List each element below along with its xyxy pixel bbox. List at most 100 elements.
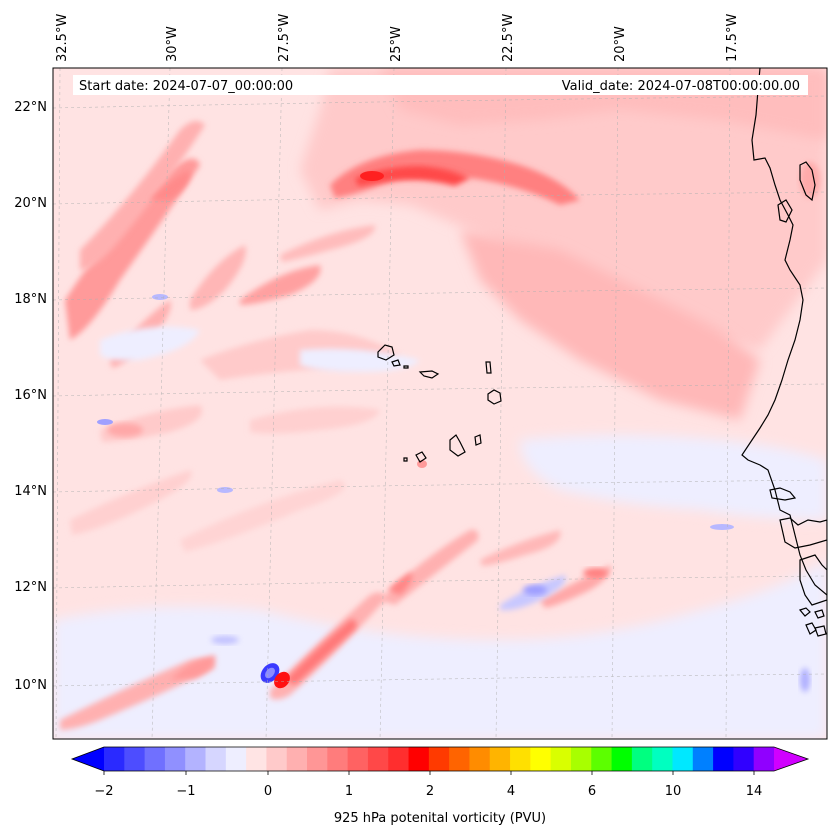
pv-small-blue-4	[710, 524, 734, 530]
island-santo-antao	[377, 344, 395, 361]
colorbar-segment	[408, 747, 430, 771]
pv-streak-s6	[388, 572, 413, 595]
lat-label: 14°N	[14, 484, 47, 499]
colorbar-segment	[347, 747, 369, 771]
colorbar-tick-label: 0	[264, 784, 272, 799]
colorbar-tick-label: −1	[176, 784, 195, 799]
pv-band-north	[300, 68, 827, 350]
island-santiago	[449, 434, 466, 457]
pv-small-blue-5	[217, 487, 233, 493]
colorbar-extend-low	[72, 747, 104, 771]
colorbar-segment	[367, 747, 389, 771]
colorbar-tick-label: 10	[665, 784, 682, 799]
coastline-guinea	[799, 554, 827, 606]
island-santa-luzia	[403, 365, 409, 369]
colorbar-segment	[205, 747, 227, 771]
lat-label: 22°N	[14, 100, 47, 115]
colorbar-segment	[631, 747, 653, 771]
pv-negative-south	[53, 560, 827, 739]
colorbar-segment	[713, 747, 734, 771]
pv-central-6	[180, 480, 345, 552]
pv-small-blue-3	[800, 668, 810, 692]
island-brava	[403, 457, 408, 462]
colorbar	[70, 746, 810, 775]
island-fogo	[415, 451, 427, 463]
colorbar-tick-label: 1	[345, 784, 353, 799]
pv-streak-nw2	[80, 121, 205, 270]
colorbar-segment	[144, 747, 166, 771]
colorbar-segment	[591, 747, 613, 771]
gridlines	[53, 68, 827, 739]
colorbar-segment	[164, 747, 186, 771]
colorbar-segment	[124, 747, 146, 771]
colorbar-segment	[104, 747, 125, 771]
colorbar-ticks: −2 −1 0 1 2 4 6 10 14	[94, 784, 762, 799]
pv-streak-nw1	[65, 158, 200, 340]
colorbar-segment	[489, 747, 511, 771]
colorbar-segment	[753, 747, 775, 771]
pv-streak-nw4	[240, 265, 321, 305]
colorbar-segment	[672, 747, 694, 771]
island-sal	[485, 361, 492, 374]
colorbar-tick-label: 14	[746, 784, 763, 799]
pv-small-red-1	[800, 162, 820, 198]
colorbar-segment	[185, 747, 207, 771]
lat-label: 16°N	[14, 388, 47, 403]
coastline-guinea-bissau	[779, 517, 827, 549]
colorbar-segment	[225, 747, 247, 771]
pv-dipole-positive	[274, 671, 290, 689]
pv-field	[53, 68, 827, 739]
pv-band-east	[460, 230, 760, 420]
colorbar-segment	[733, 747, 755, 771]
coastline-mauritania-bank	[777, 199, 793, 223]
island-boa-vista	[487, 389, 502, 405]
colorbar-segment	[286, 747, 308, 771]
lon-label: 20°W	[613, 26, 628, 62]
pv-negative-mid	[300, 348, 420, 372]
pv-negative-east	[520, 435, 827, 520]
colorbar-extend-high	[774, 747, 808, 771]
colorbar-segment	[388, 747, 410, 771]
pv-arc-strong	[330, 150, 580, 205]
colorbar-outline	[70, 746, 810, 772]
pv-streak-nw3	[150, 170, 191, 200]
colorbar-segment	[428, 747, 450, 771]
colorbar-label: 925 hPa potenital vorticity (PVU)	[334, 811, 546, 826]
colorbar-segment	[652, 747, 674, 771]
colorbar-segment	[307, 747, 328, 771]
pv-arc-max	[360, 171, 384, 181]
lat-label: 10°N	[14, 678, 47, 693]
coastline-main	[741, 68, 827, 596]
lon-label: 25°W	[389, 26, 404, 62]
lat-label: 18°N	[14, 292, 47, 307]
colorbar-segment	[530, 747, 552, 771]
latitude-labels: 22°N 20°N 18°N 16°N 14°N 12°N 10°N	[14, 100, 47, 693]
map-frame	[52, 67, 828, 740]
coastline-bijagos-1	[798, 607, 811, 617]
pv-streak-s4	[285, 619, 357, 685]
lon-label: 27.5°W	[277, 14, 292, 62]
longitude-labels: 32.5°W 30°W 27.5°W 25°W 22.5°W 20°W 17.5…	[55, 14, 740, 62]
colorbar-segment	[327, 747, 349, 771]
colorbar-tick-label: −2	[94, 784, 113, 799]
pv-central-4	[250, 406, 380, 434]
colorbar-segment	[469, 747, 491, 771]
pv-small-blue-2	[97, 419, 113, 425]
colorbar-segment	[611, 747, 633, 771]
africa-coastline	[741, 68, 827, 637]
lon-label: 17.5°W	[725, 14, 740, 62]
island-sao-vicente	[391, 359, 401, 367]
start-date-label: Start date: 2024-07-07_00:00:00	[79, 79, 293, 94]
pv-small-blue-1	[211, 636, 239, 644]
colorbar-segment	[510, 747, 531, 771]
coastline-bijagos-2	[814, 609, 825, 619]
pv-streak-s2	[170, 655, 216, 680]
colorbar-segment	[570, 747, 592, 771]
pv-small-blue-6	[152, 294, 168, 300]
coastline-gambia	[769, 487, 797, 501]
lat-label: 12°N	[14, 580, 47, 595]
cape-verde-islands	[377, 344, 502, 463]
map-panel	[53, 68, 827, 739]
pv-streak-s9	[583, 568, 607, 578]
lon-label: 22.5°W	[501, 14, 516, 62]
